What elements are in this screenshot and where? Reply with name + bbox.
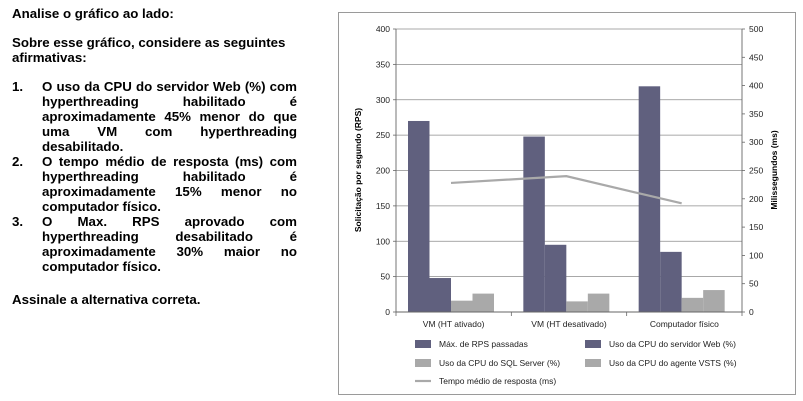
legend-label: Uso da CPU do SQL Server (%) bbox=[439, 358, 560, 368]
bar bbox=[544, 244, 567, 312]
question-closing: Assinale a alternativa correta. bbox=[12, 292, 201, 307]
y2-tick-label: 150 bbox=[749, 222, 763, 232]
y2-tick-labels: 0 50 100 150 200 250 300 350 400 450 500 bbox=[749, 24, 763, 317]
legend-label: Tempo médio de resposta (ms) bbox=[439, 376, 556, 386]
question-text: Analise o gráfico ao lado: Sobre esse gr… bbox=[12, 6, 297, 307]
statement-text: O uso da CPU do servidor Web (%) com hyp… bbox=[42, 79, 297, 154]
y2-tick-label: 450 bbox=[749, 52, 763, 62]
series-line bbox=[450, 175, 682, 205]
legend-swatch bbox=[415, 359, 431, 367]
gridlines bbox=[396, 28, 742, 278]
y-tick-labels: 0 50 100 150 200 250 300 350 400 bbox=[376, 24, 390, 317]
legend-label: Uso da CPU do agente VSTS (%) bbox=[609, 358, 737, 368]
y2-tick-label: 0 bbox=[749, 307, 754, 317]
bar bbox=[638, 86, 661, 313]
bar bbox=[660, 251, 682, 312]
bar bbox=[451, 300, 473, 312]
statement-item: 3. O Max. RPS aprovado com hyperthreadin… bbox=[12, 214, 297, 274]
statement-number: 2. bbox=[12, 154, 24, 169]
bar bbox=[681, 297, 704, 312]
statement-number: 3. bbox=[12, 214, 24, 229]
y2-tick-label: 50 bbox=[749, 279, 759, 289]
y2-tick-label: 100 bbox=[749, 250, 763, 260]
y2-axis-label: Milissegundos (ms) bbox=[769, 130, 779, 210]
bars bbox=[408, 86, 725, 313]
y2-tick-label: 400 bbox=[749, 81, 763, 91]
legend-label: Uso da CPU do servidor Web (%) bbox=[609, 339, 736, 349]
chart: 0 50 100 150 200 250 300 350 400 0 50 100 150 200 250… bbox=[353, 24, 779, 386]
y2-tick-label: 250 bbox=[749, 166, 763, 176]
y2-tick-label: 200 bbox=[749, 194, 763, 204]
x-tick-label: VM (HT ativado) bbox=[423, 319, 485, 329]
question-intro: Analise o gráfico ao lado: bbox=[12, 6, 174, 21]
bar bbox=[703, 290, 725, 312]
statement-list: 1. O uso da CPU do servidor Web (%) com … bbox=[12, 79, 297, 274]
statement-item: 1. O uso da CPU do servidor Web (%) com … bbox=[12, 79, 297, 154]
y2-tick-label: 500 bbox=[749, 24, 763, 34]
legend-swatch bbox=[585, 359, 601, 367]
y-tick-label: 100 bbox=[376, 236, 390, 246]
statement-item: 2. O tempo médio de resposta (ms) com hy… bbox=[12, 154, 297, 214]
y-tick-label: 300 bbox=[376, 95, 390, 105]
legend-label: Máx. de RPS passadas bbox=[439, 339, 528, 349]
bar bbox=[587, 293, 610, 312]
statement-text: O tempo médio de resposta (ms) com hyper… bbox=[42, 154, 297, 214]
y-tick-label: 400 bbox=[376, 24, 390, 34]
y-tick-label: 50 bbox=[381, 272, 391, 282]
x-tick-label: Computador físico bbox=[650, 319, 719, 329]
chart-frame: 0 50 100 150 200 250 300 350 400 0 50 100 150 200 250… bbox=[338, 12, 796, 395]
y-tick-label: 0 bbox=[385, 307, 390, 317]
response-time-line bbox=[450, 175, 682, 205]
axes bbox=[393, 28, 745, 316]
question-lead: Sobre esse gráfico, considere as seguint… bbox=[12, 35, 286, 65]
legend-swatch bbox=[585, 340, 601, 348]
y-axis-label: Solicitação por segundo (RPS) bbox=[353, 108, 363, 232]
bar bbox=[566, 301, 588, 312]
x-tick-label: VM (HT desativado) bbox=[531, 319, 607, 329]
y2-tick-label: 300 bbox=[749, 137, 763, 147]
statement-number: 1. bbox=[12, 79, 24, 94]
y-tick-label: 150 bbox=[376, 201, 390, 211]
y-tick-label: 200 bbox=[376, 166, 390, 176]
y-tick-label: 250 bbox=[376, 130, 390, 140]
legend: Máx. de RPS passadas Uso da CPU do servid… bbox=[415, 339, 737, 386]
bar bbox=[472, 293, 494, 312]
bar bbox=[408, 120, 430, 312]
legend-swatch bbox=[415, 340, 431, 348]
y2-tick-label: 350 bbox=[749, 109, 763, 119]
x-tick-labels: VM (HT ativado) VM (HT desativado) Computa… bbox=[423, 319, 719, 329]
bar bbox=[523, 136, 545, 312]
bar bbox=[429, 278, 451, 312]
y-tick-label: 350 bbox=[376, 59, 390, 69]
statement-text: O Max. RPS aprovado com hyperthreading d… bbox=[42, 214, 297, 274]
